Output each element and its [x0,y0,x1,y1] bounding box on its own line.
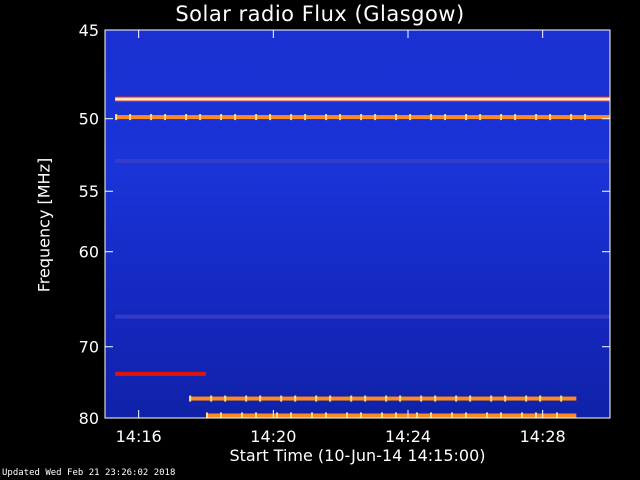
burst-6-50 [556,412,558,419]
burst-6-47 [535,412,537,419]
burst-1-7 [164,114,167,121]
burst-6-22 [360,412,362,419]
burst-1-5 [150,114,153,121]
chart-title: Solar radio Flux (Glasgow) [175,2,465,26]
burst-6-40 [486,412,488,419]
burst-5-38 [455,395,458,402]
burst-1-0 [115,114,118,121]
burst-1-20 [255,114,258,121]
burst-5-33 [420,395,423,402]
burst-5-50 [539,395,542,402]
emission-bands [115,96,610,419]
burst-6-37 [465,412,467,419]
burst-1-17 [234,114,237,121]
burst-1-10 [185,114,188,121]
burst-6-10 [276,412,278,419]
burst-6-12 [290,412,292,419]
emission-band-5 [189,396,577,401]
updated-timestamp: Updated Wed Feb 21 23:26:02 2018 [2,468,176,478]
y-tick-label-2: 55 [79,182,99,201]
emission-band-0 [115,96,610,102]
y-ticks: 45 50 55 60 70 80 [79,21,610,428]
burst-6-20 [346,412,348,419]
burst-5-5 [224,395,227,402]
burst-1-62 [549,114,552,121]
burst-5-20 [329,395,332,402]
burst-6-25 [381,412,383,419]
burst-5-15 [294,395,297,402]
burst-1-67 [584,114,587,121]
burst-1-57 [514,114,517,121]
emission-band-1 [115,115,610,120]
burst-1-12 [199,114,202,121]
y-tick-label-1: 50 [79,110,99,129]
x-tick-label-3: 14:28 [520,427,566,446]
y-tick-label-4: 70 [79,338,99,357]
burst-1-52 [479,114,482,121]
emission-band-2 [115,159,610,164]
burst-5-30 [399,395,402,402]
emission-band-6 [206,413,577,418]
burst-5-28 [385,395,388,402]
x-tick-label-0: 14:16 [116,427,162,446]
burst-1-22 [269,114,272,121]
burst-1-42 [409,114,412,121]
plot-frame [104,29,611,419]
emission-band-3 [115,314,610,319]
burst-5-40 [469,395,472,402]
burst-5-8 [245,395,248,402]
plot-area [105,30,610,418]
burst-6-30 [416,412,418,419]
burst-6-17 [325,412,327,419]
burst-1-15 [220,114,223,121]
burst-1-25 [290,114,293,121]
x-tick-label-1: 14:20 [250,427,296,446]
burst-1-55 [500,114,503,121]
burst-6-35 [451,412,453,419]
burst-1-37 [374,114,377,121]
burst-6-32 [430,412,432,419]
burst-6-42 [500,412,502,419]
burst-5-18 [315,395,318,402]
burst-5-35 [434,395,437,402]
burst-1-47 [444,114,447,121]
burst-5-10 [259,395,262,402]
burst-1-65 [570,114,573,121]
burst-5-25 [364,395,367,402]
burst-5-0 [189,395,192,402]
x-ticks: 14:16 14:20 14:24 14:28 [116,30,566,446]
burst-1-60 [535,114,538,121]
burst-5-43 [490,395,493,402]
burst-5-3 [210,395,213,402]
burst-1-32 [339,114,342,121]
y-tick-label-3: 60 [79,243,99,262]
burst-1-45 [430,114,433,121]
burst-5-45 [504,395,507,402]
y-tick-label-5: 80 [79,409,99,428]
burst-1-2 [129,114,132,121]
burst-5-13 [280,395,283,402]
y-tick-label-0: 45 [79,21,99,40]
burst-1-40 [395,114,398,121]
burst-5-48 [525,395,528,402]
burst-6-5 [241,412,243,419]
emission-band-4 [115,371,206,376]
burst-5-23 [350,395,353,402]
x-axis-label: Start Time (10-Jun-14 14:15:00) [229,446,486,465]
x-tick-label-2: 14:24 [385,427,431,446]
burst-1-35 [360,114,363,121]
burst-1-50 [465,114,468,121]
burst-6-7 [255,412,257,419]
burst-1-30 [325,114,328,121]
burst-6-45 [521,412,523,419]
burst-1-27 [304,114,307,121]
burst-6-0 [206,412,208,419]
burst-6-2 [220,412,222,419]
burst-6-15 [311,412,313,419]
burst-5-53 [560,395,563,402]
burst-6-27 [395,412,397,419]
